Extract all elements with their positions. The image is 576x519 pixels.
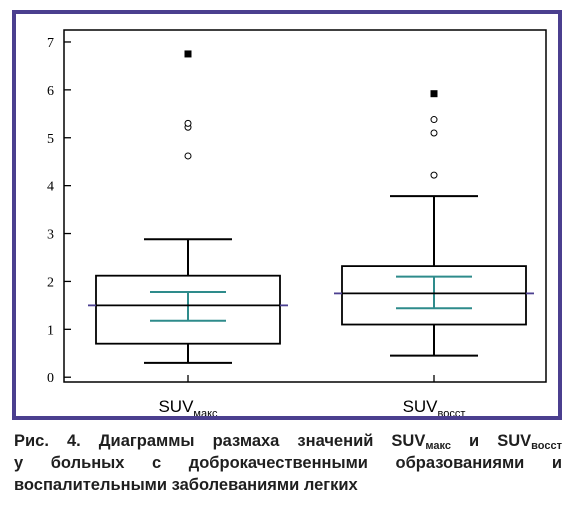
box-0 xyxy=(95,274,281,345)
box-1 xyxy=(341,265,527,326)
y-tick-label-4: 4 xyxy=(47,180,54,195)
y-tick-label-3: 3 xyxy=(47,228,54,243)
outlier-open-0-0 xyxy=(184,152,192,160)
x-category-label-0: SUVмакс xyxy=(158,397,218,416)
caption-line-3: воспалительными заболеваниями легких xyxy=(14,476,358,494)
y-tick-label-6: 6 xyxy=(47,84,54,99)
outlier-extreme-1-0 xyxy=(430,90,438,98)
y-tick-label-1: 1 xyxy=(47,323,54,338)
outlier-open-1-1 xyxy=(430,129,438,137)
outlier-open-1-0 xyxy=(430,171,438,179)
x-category-main-0: SUV xyxy=(158,397,194,416)
x-category-main-1: SUV xyxy=(403,397,439,416)
chart-frame: 0 1 2 3 4 5 6 7 SUVмакс SUVвосст xyxy=(12,10,562,420)
y-tick-label-5: 5 xyxy=(47,132,54,147)
x-category-sub-1: восст xyxy=(438,408,466,416)
plot-area-frame xyxy=(63,29,547,383)
outlier-open-1-2 xyxy=(430,116,438,124)
outlier-open-0-2 xyxy=(184,119,192,127)
x-category-label-1: SUVвосст xyxy=(403,397,466,416)
figure-caption: Рис. 4. Диаграммы размаха значений SUVма… xyxy=(14,430,562,496)
caption-line-2: у больных с доброкачественными образован… xyxy=(14,454,562,472)
y-tick-label-0: 0 xyxy=(47,371,54,386)
y-tick-label-2: 2 xyxy=(47,275,54,290)
caption-line-1: Рис. 4. Диаграммы размаха значений SUVма… xyxy=(14,432,562,452)
x-category-sub-0: макс xyxy=(193,408,218,416)
outlier-extreme-0-0 xyxy=(184,50,192,58)
y-tick-label-7: 7 xyxy=(47,36,54,51)
